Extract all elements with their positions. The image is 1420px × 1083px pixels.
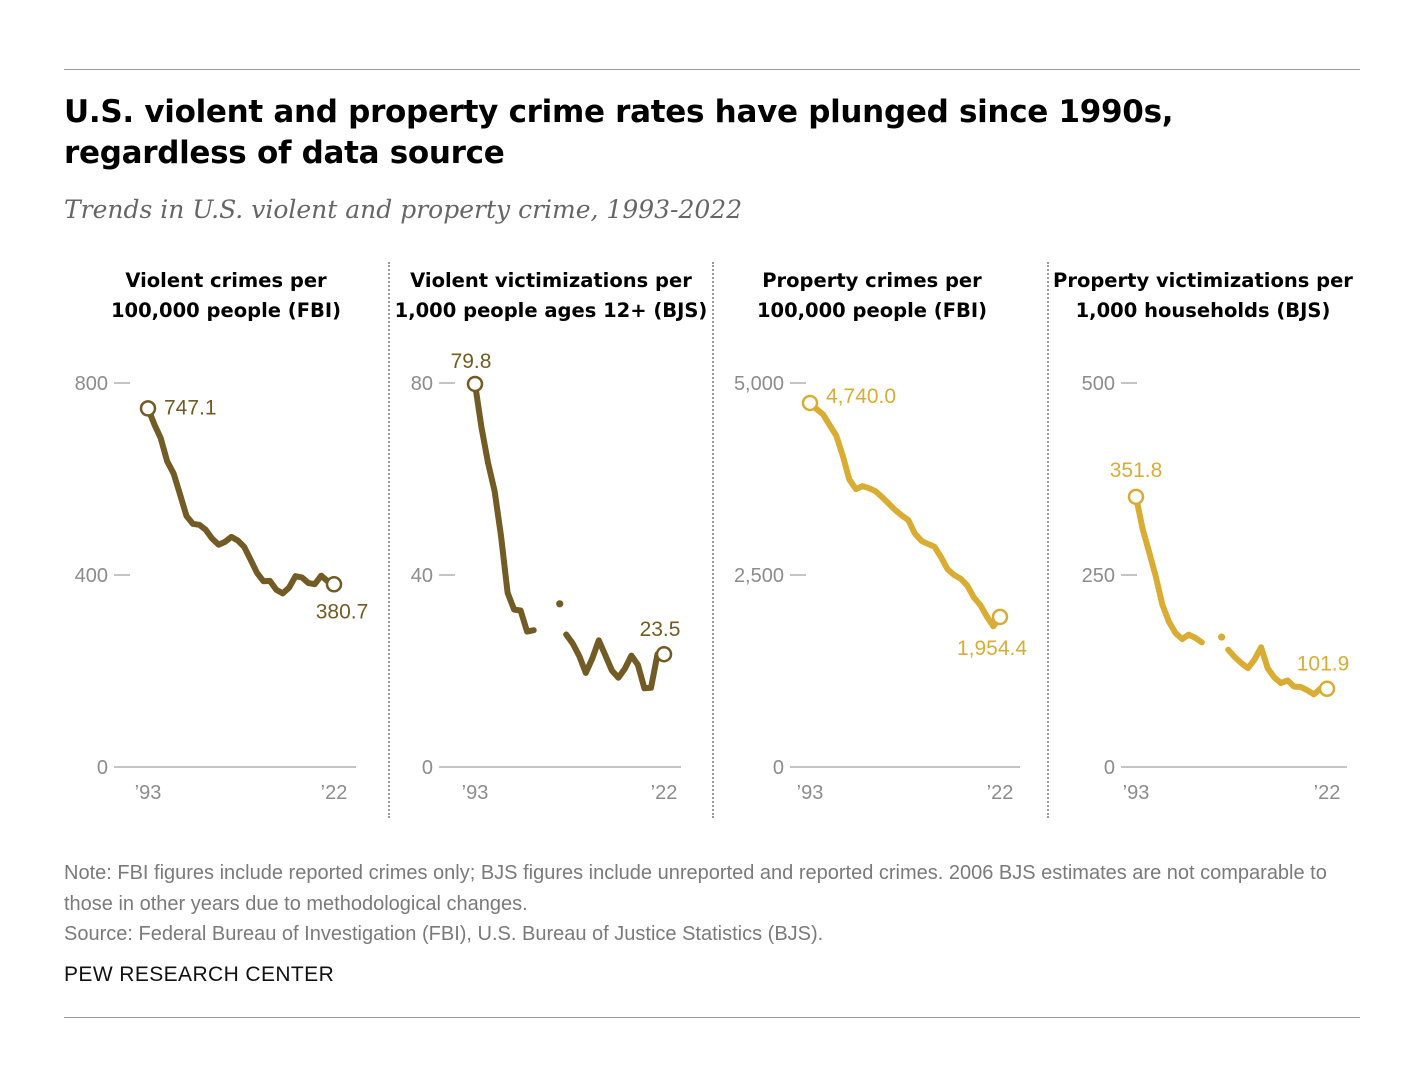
start-value-label: 79.8 <box>451 350 492 373</box>
start-point-marker <box>1127 488 1145 506</box>
chart-title-line-2: regardless of data source <box>64 135 505 171</box>
x-tick-label: ’93 <box>462 782 489 804</box>
chart-title: U.S. violent and property crime rates ha… <box>64 92 1264 174</box>
panel-violent-crimes-fbi: Violent crimes per 100,000 people (FBI) … <box>64 262 388 822</box>
start-point-marker <box>466 375 484 393</box>
y-tick-label: 80 <box>411 373 433 395</box>
y-tick-label: 400 <box>75 565 108 587</box>
y-tick-label: 2,500 <box>734 565 784 587</box>
panel-title: Property crimes per 100,000 people (FBI) <box>710 266 1034 326</box>
line-chart: 0 40 80 ’93 ’22 79.8 23.5 <box>411 350 681 804</box>
x-tick-label: ’22 <box>651 782 678 804</box>
panel-property-crimes-fbi: Property crimes per 100,000 people (FBI)… <box>710 262 1034 822</box>
end-point-marker <box>655 645 673 663</box>
panel-divider <box>712 262 714 818</box>
notes: Note: FBI figures include reported crime… <box>64 858 1354 950</box>
line-chart: 0 400 800 ’93 ’22 747.1 380.7 <box>75 373 369 804</box>
panel-title-line-1: Violent victimizations per <box>410 269 692 292</box>
y-tick-label: 0 <box>1104 757 1115 779</box>
series-line <box>145 405 337 597</box>
panel-title-line-1: Property crimes per <box>762 269 982 292</box>
series-line <box>563 631 661 692</box>
start-point-marker <box>801 394 819 412</box>
x-tick-label: ’93 <box>135 782 162 804</box>
panel-title: Violent victimizations per 1,000 people … <box>389 266 713 326</box>
panel-title-line-2: 100,000 people (FBI) <box>110 299 342 322</box>
series-line <box>472 381 537 635</box>
start-point-marker <box>139 400 157 417</box>
x-tick-label: ’93 <box>797 782 824 804</box>
panel-divider <box>1047 262 1049 818</box>
line-chart: 0 250 500 ’93 ’22 351.8 101.9 <box>1082 373 1350 804</box>
chart-title-line-1: U.S. violent and property crime rates ha… <box>64 94 1174 130</box>
y-tick-label: 40 <box>411 565 433 587</box>
end-value-label: 380.7 <box>316 600 369 623</box>
x-tick-label: ’22 <box>1314 782 1341 804</box>
end-point-marker <box>991 608 1009 626</box>
x-tick-label: ’93 <box>1123 782 1150 804</box>
series-point <box>1218 633 1226 641</box>
y-tick-label: 800 <box>75 373 108 395</box>
brand-label: PEW RESEARCH CENTER <box>64 963 335 986</box>
panel-violent-victimizations-bjs: Violent victimizations per 1,000 people … <box>389 262 713 822</box>
y-tick-label: 500 <box>1082 373 1115 395</box>
panel-title-line-1: Property victimizations per <box>1053 269 1353 292</box>
chart-subtitle: Trends in U.S. violent and property crim… <box>64 195 743 224</box>
note-text: Note: FBI figures include reported crime… <box>64 862 1327 915</box>
source-text: Source: Federal Bureau of Investigation … <box>64 923 824 945</box>
y-tick-label: 0 <box>422 757 433 779</box>
bottom-rule <box>64 1017 1360 1018</box>
panel-title-line-2: 100,000 people (FBI) <box>756 299 988 322</box>
panel-title-line-1: Violent crimes per <box>125 269 327 292</box>
series-line <box>1133 493 1205 646</box>
panel-title: Property victimizations per 1,000 househ… <box>1041 266 1365 326</box>
panel-divider <box>388 262 390 818</box>
end-value-label: 1,954.4 <box>957 637 1027 660</box>
end-point-marker <box>1318 680 1336 697</box>
y-tick-label: 0 <box>97 757 108 779</box>
end-value-label: 101.9 <box>1297 653 1350 676</box>
line-chart: 0 2,500 5,000 ’93 ’22 4,740.0 1,954.4 <box>734 373 1027 804</box>
series-line <box>1225 644 1324 698</box>
start-value-label: 747.1 <box>164 396 217 419</box>
end-point-marker <box>325 576 343 593</box>
x-tick-label: ’22 <box>987 782 1014 804</box>
y-tick-label: 0 <box>773 757 784 779</box>
panel-title-line-2: 1,000 people ages 12+ (BJS) <box>394 299 708 322</box>
x-tick-label: ’22 <box>321 782 348 804</box>
panel-title: Violent crimes per 100,000 people (FBI) <box>64 266 388 326</box>
panel-title-line-2: 1,000 households (BJS) <box>1075 299 1331 322</box>
start-value-label: 4,740.0 <box>826 385 896 408</box>
start-value-label: 351.8 <box>1110 459 1163 482</box>
y-tick-label: 5,000 <box>734 373 784 395</box>
y-tick-label: 250 <box>1082 565 1115 587</box>
panel-property-victimizations-bjs: Property victimizations per 1,000 househ… <box>1041 262 1365 822</box>
end-value-label: 23.5 <box>640 618 681 641</box>
series-line <box>807 400 1003 630</box>
series-point <box>556 600 564 608</box>
top-rule <box>64 69 1360 70</box>
